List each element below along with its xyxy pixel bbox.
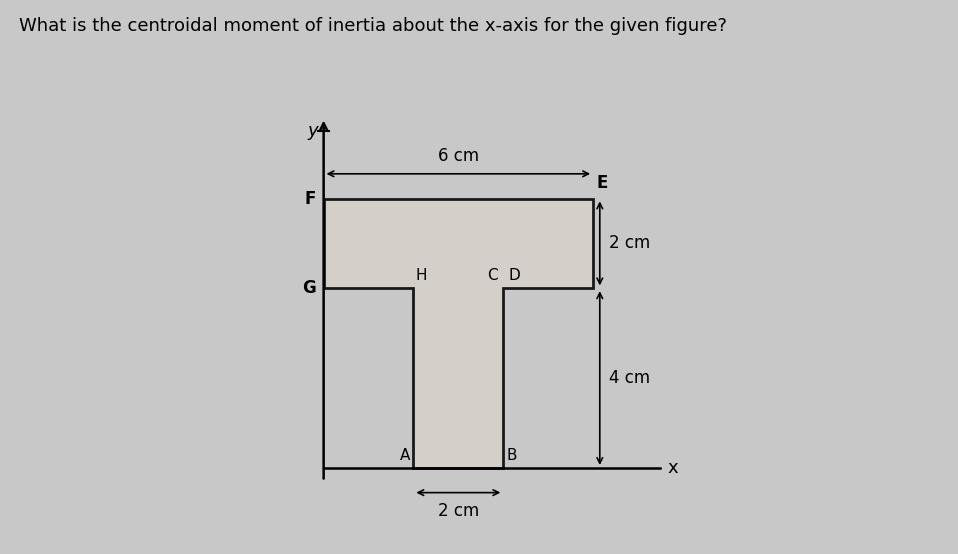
Text: H: H (416, 268, 427, 283)
Text: C: C (488, 268, 498, 283)
Text: F: F (305, 189, 315, 208)
Text: 2 cm: 2 cm (438, 501, 479, 520)
Text: E: E (597, 174, 608, 192)
Text: y: y (308, 122, 318, 140)
Polygon shape (324, 198, 593, 468)
Text: A: A (399, 448, 410, 463)
Text: x: x (667, 459, 677, 477)
Text: B: B (507, 448, 517, 463)
Text: 4 cm: 4 cm (608, 369, 650, 387)
Text: 2 cm: 2 cm (608, 234, 650, 253)
Text: 6 cm: 6 cm (438, 147, 479, 165)
Text: What is the centroidal moment of inertia about the x-axis for the given figure?: What is the centroidal moment of inertia… (19, 17, 727, 34)
Text: D: D (509, 268, 520, 283)
Text: G: G (302, 279, 315, 297)
